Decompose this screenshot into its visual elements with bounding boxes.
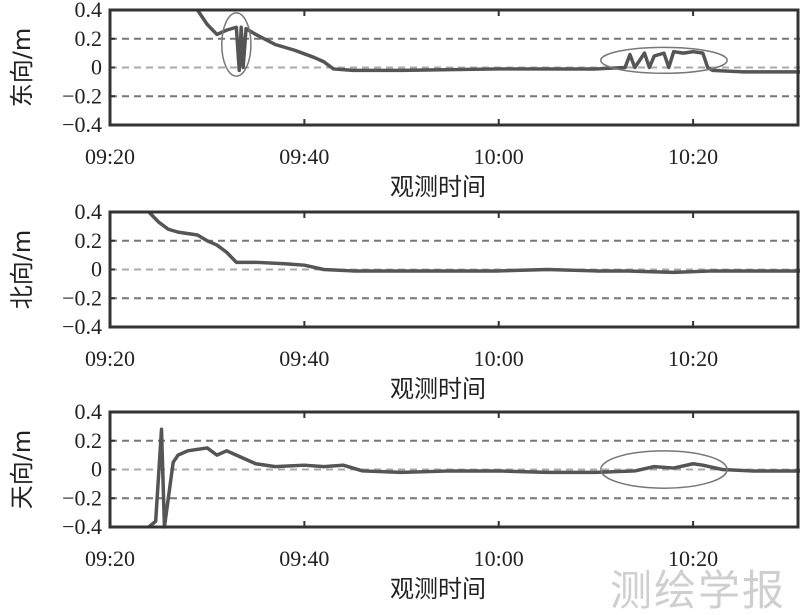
x-tick-label: 10:20 [668, 144, 718, 169]
plot-frame [108, 8, 800, 127]
y-tick-label: 0 [91, 257, 102, 282]
y-axis-label: 天向/m [8, 430, 36, 509]
y-tick-label: 0.2 [75, 428, 103, 453]
x-axis-label: 观测时间 [390, 575, 486, 603]
x-tick-label: 09:20 [85, 346, 135, 371]
y-tick-label: 0 [91, 457, 102, 482]
y-tick-label: 0.2 [75, 26, 103, 51]
x-tick-label: 10:00 [474, 346, 524, 371]
x-tick-label: 09:40 [279, 346, 329, 371]
x-tick-label: 09:40 [279, 546, 329, 571]
series-line [147, 210, 800, 275]
y-tick-label: −0.2 [62, 83, 102, 108]
x-axis-label: 观测时间 [390, 375, 486, 403]
x-tick-label: 09:20 [85, 546, 135, 571]
y-axis-label: 北向/m [8, 230, 36, 309]
subplot-3: 0.4 0.2 0 −0.2 −0.4 09:20 09:40 10:00 10:20 观测时间 天… [8, 399, 800, 603]
y-tick-label: −0.4 [62, 112, 102, 137]
x-tick-label: 10:00 [474, 546, 524, 571]
y-axis-label: 东向/m [8, 28, 36, 107]
series-line [196, 9, 800, 74]
x-tick-label: 10:00 [474, 144, 524, 169]
series-line [147, 427, 800, 529]
y-tick-label: −0.2 [62, 485, 102, 510]
y-tick-label: 0.4 [75, 399, 103, 424]
y-tick-label: 0.4 [75, 0, 103, 22]
y-tick-label: −0.4 [62, 314, 102, 339]
x-axis-label: 观测时间 [390, 173, 486, 201]
y-tick-label: 0.4 [75, 199, 103, 224]
subplot-2: 0.4 0.2 0 −0.2 −0.4 09:20 09:40 10:00 10:20 观测时间 北… [8, 199, 800, 403]
y-tick-label: −0.2 [62, 285, 102, 310]
y-tick-label: −0.4 [62, 514, 102, 539]
x-tick-label: 09:40 [279, 144, 329, 169]
annotation-ellipse [600, 46, 728, 74]
x-tick-label: 09:20 [85, 144, 135, 169]
watermark: 测绘学报 [609, 566, 786, 615]
x-tick-label: 10:20 [668, 346, 718, 371]
y-tick-label: 0 [91, 55, 102, 80]
x-tick-label: 10:20 [668, 546, 718, 571]
annotation-ellipse [600, 450, 728, 489]
annotation-ellipse [221, 12, 252, 77]
y-tick-label: 0.2 [75, 228, 103, 253]
subplot-1: 0.4 0.2 0 −0.2 −0.4 09:20 09:40 10:00 10:20 观测时间 东… [8, 0, 800, 201]
